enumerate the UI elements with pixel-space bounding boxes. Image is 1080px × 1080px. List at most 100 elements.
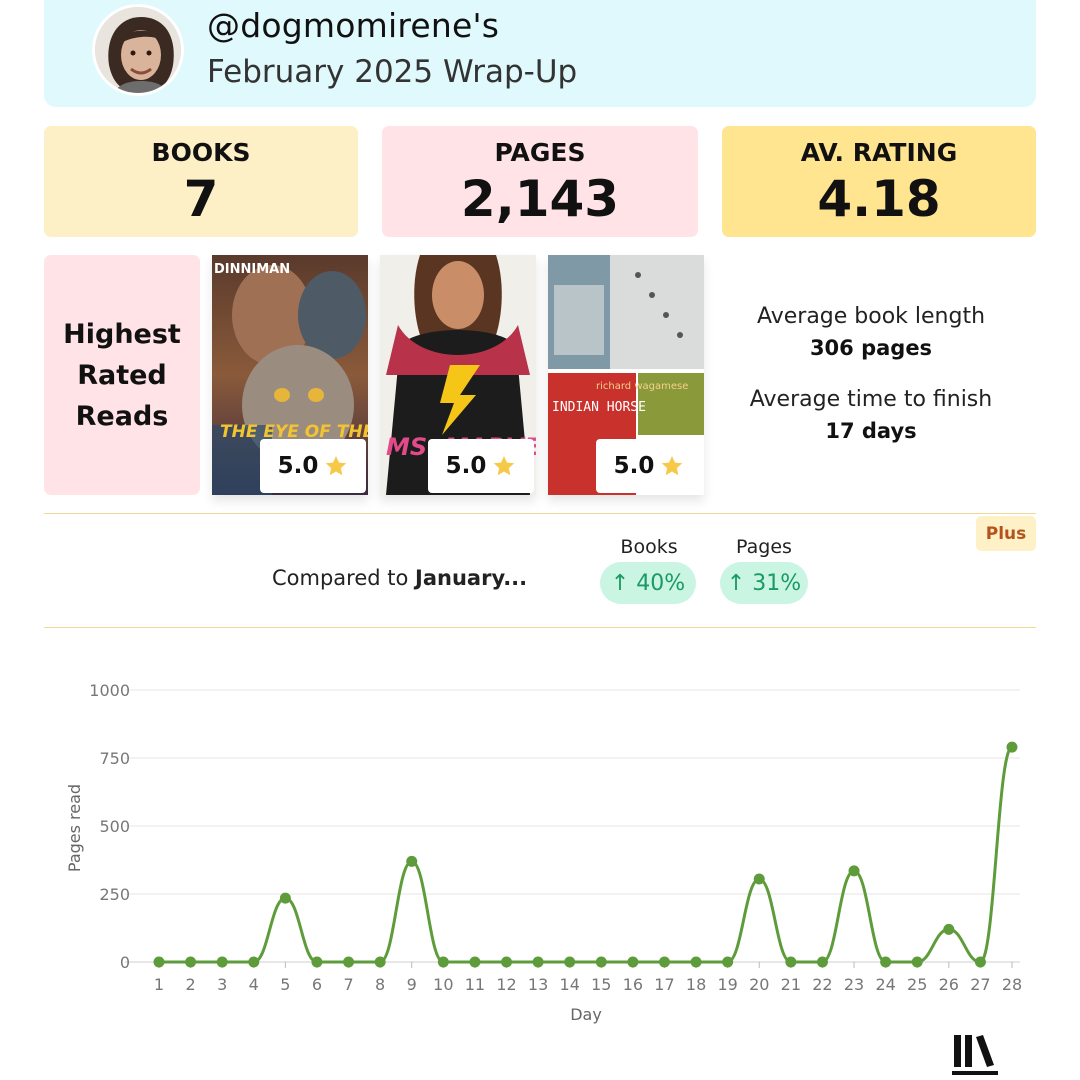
y-tick-label: 500 <box>99 817 130 836</box>
storygraph-logo <box>952 1035 998 1075</box>
x-tick-label: 3 <box>217 975 227 994</box>
x-tick-label: 7 <box>343 975 353 994</box>
wrap-up-title: February 2025 Wrap-Up <box>207 54 578 90</box>
svg-text:DINNIMAN: DINNIMAN <box>214 262 290 277</box>
x-tick-label: 14 <box>560 975 580 994</box>
x-tick-label: 4 <box>249 975 259 994</box>
data-point-day-11[interactable] <box>469 956 481 968</box>
data-point-day-18[interactable] <box>690 956 702 968</box>
x-tick-label: 28 <box>1002 975 1022 994</box>
books-stat-card: BOOKS 7 <box>44 126 358 237</box>
data-point-day-14[interactable] <box>564 956 576 968</box>
star-icon <box>662 456 683 476</box>
data-point-day-20[interactable] <box>753 873 765 885</box>
data-point-day-17[interactable] <box>658 956 670 968</box>
data-point-day-24[interactable] <box>880 956 892 968</box>
x-tick-label: 9 <box>407 975 417 994</box>
data-point-day-8[interactable] <box>374 956 386 968</box>
y-tick-label: 1000 <box>89 681 130 700</box>
books-change-pill: ↑ 40% <box>600 562 696 604</box>
book-cover-eye-of-the-bedlam[interactable]: DINNIMAN THE EYE OF THE 5.0 <box>212 255 368 495</box>
y-tick-label: 750 <box>99 749 130 768</box>
data-point-day-23[interactable] <box>848 865 860 877</box>
data-point-day-25[interactable] <box>911 956 923 968</box>
data-point-day-22[interactable] <box>816 956 828 968</box>
book-rating: 5.0 <box>428 439 534 493</box>
data-point-day-21[interactable] <box>785 956 797 968</box>
x-tick-label: 8 <box>375 975 385 994</box>
books-value: 7 <box>183 170 219 228</box>
x-tick-label: 19 <box>717 975 737 994</box>
data-point-day-6[interactable] <box>311 956 323 968</box>
section-divider <box>44 627 1036 628</box>
section-divider <box>44 513 1036 514</box>
book-cover-indian-horse[interactable]: INDIAN HORSE richard wagamese 5.0 <box>548 255 704 495</box>
data-point-day-15[interactable] <box>595 956 607 968</box>
book-rating: 5.0 <box>596 439 702 493</box>
pages-change-label: Pages <box>736 536 792 558</box>
x-tick-label: 21 <box>781 975 801 994</box>
data-point-day-19[interactable] <box>722 956 734 968</box>
data-point-day-13[interactable] <box>532 956 544 968</box>
pages-change-pill: ↑ 31% <box>720 562 808 604</box>
pages-stat-card: PAGES 2,143 <box>382 126 698 237</box>
data-point-day-16[interactable] <box>627 956 639 968</box>
pages-value: 2,143 <box>460 170 620 228</box>
book-cover-ms-marvel[interactable]: MS. MARVEL 5.0 <box>380 255 536 495</box>
avg-rating-value: 4.18 <box>817 170 941 228</box>
series-line <box>159 745 1014 964</box>
user-avatar[interactable] <box>92 4 184 96</box>
svg-text:richard wagamese: richard wagamese <box>596 381 688 392</box>
x-tick-label: 12 <box>496 975 516 994</box>
data-point-day-10[interactable] <box>437 956 449 968</box>
x-tick-label: 18 <box>686 975 706 994</box>
x-tick-label: 13 <box>528 975 548 994</box>
average-time-to-finish: Average time to finish 17 days <box>749 387 993 443</box>
data-point-day-7[interactable] <box>343 956 355 968</box>
data-point-day-5[interactable] <box>279 892 291 904</box>
books-change-label: Books <box>620 536 678 558</box>
x-tick-label: 23 <box>844 975 864 994</box>
data-point-day-4[interactable] <box>248 956 260 968</box>
y-tick-label: 250 <box>99 885 130 904</box>
data-point-day-3[interactable] <box>216 956 228 968</box>
user-handle: @dogmomirene's <box>207 6 500 45</box>
y-axis-label: Pages read <box>65 784 84 872</box>
x-tick-label: 11 <box>465 975 485 994</box>
pages-label: PAGES <box>494 138 586 167</box>
book-rating: 5.0 <box>260 439 366 493</box>
data-point-day-2[interactable] <box>185 956 197 968</box>
avg-rating-label: AV. RATING <box>800 138 958 167</box>
x-tick-label: 6 <box>312 975 322 994</box>
books-label: BOOKS <box>151 138 251 167</box>
star-icon <box>494 456 515 476</box>
highest-rated-title: Highest Rated Reads <box>63 318 181 432</box>
svg-text:INDIAN HORSE: INDIAN HORSE <box>552 400 646 415</box>
x-tick-label: 25 <box>907 975 927 994</box>
y-tick-label: 0 <box>120 953 130 972</box>
profile-header <box>44 0 1036 107</box>
data-point-day-9[interactable] <box>406 855 418 867</box>
x-tick-label: 16 <box>623 975 643 994</box>
highest-rated-title-box: Highest Rated Reads <box>44 255 200 495</box>
x-tick-label: 17 <box>654 975 674 994</box>
average-book-length: Average book length 306 pages <box>756 304 986 360</box>
data-point-day-1[interactable] <box>153 956 165 968</box>
compared-to-text: Compared to January... <box>272 566 528 590</box>
x-tick-label: 27 <box>970 975 990 994</box>
x-tick-label: 10 <box>433 975 453 994</box>
data-point-day-27[interactable] <box>974 956 986 968</box>
x-tick-label: 24 <box>875 975 895 994</box>
star-icon <box>326 456 347 476</box>
data-point-day-26[interactable] <box>943 923 955 935</box>
plus-badge[interactable]: Plus <box>976 516 1036 551</box>
x-tick-label: 22 <box>812 975 832 994</box>
data-point-day-28[interactable] <box>1006 741 1018 753</box>
avg-rating-stat-card: AV. RATING 4.18 <box>722 126 1036 237</box>
x-tick-label: 2 <box>185 975 195 994</box>
data-point-day-12[interactable] <box>501 956 513 968</box>
x-tick-label: 15 <box>591 975 611 994</box>
x-tick-label: 5 <box>280 975 290 994</box>
x-tick-label: 20 <box>749 975 769 994</box>
